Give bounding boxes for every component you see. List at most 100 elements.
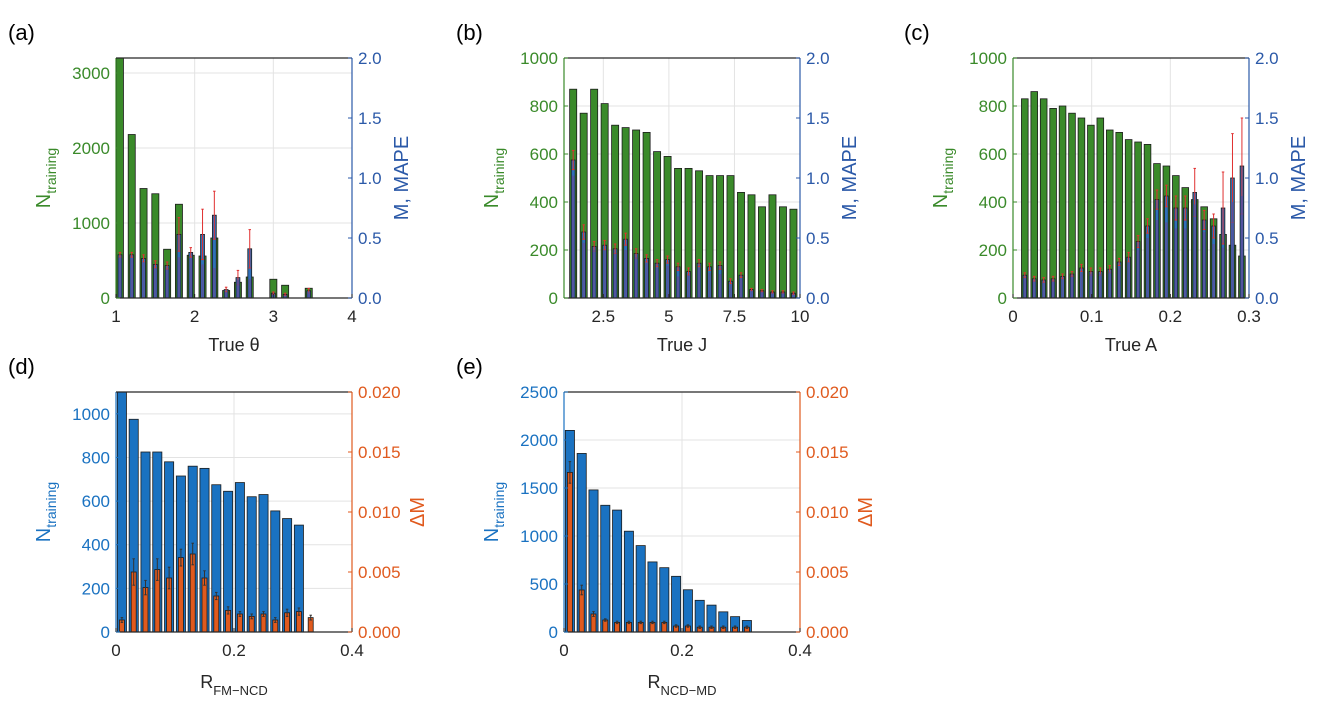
bar-n [588,489,599,632]
y-tick-label-right: 0.5 [358,229,382,248]
bar-mape [1146,238,1149,298]
x-tick-label: 0.3 [1237,307,1261,326]
x-tick-label: 2 [190,307,199,326]
bar-n [623,530,634,632]
y-axis-label-left: Ntraining [930,148,956,208]
bar-n [684,167,693,298]
bar-mape [697,268,701,298]
y-tick-label-right: 0.005 [358,563,401,582]
bar-n [1124,139,1133,298]
bar-n [705,175,714,298]
panel-label: (a) [8,20,35,45]
bar-mape [624,250,627,298]
x-axis-label-main: R [200,672,213,692]
y-tick-label-left: 500 [530,575,558,594]
bar-n [199,467,210,632]
bar-n [612,509,623,632]
y-tick-label-right: 0.0 [1255,289,1279,308]
y-tick-label-left: 400 [82,536,110,555]
bar-mape [645,263,648,298]
y-tick-label-left: 600 [530,145,558,164]
bar-mape [1089,274,1092,298]
x-tick-label: 0.4 [788,641,812,660]
bar-mape [603,250,606,298]
bar-n [1039,98,1048,298]
y-axis-label-left-sub: training [43,482,59,528]
bar-n [116,392,127,632]
x-axis-label-sub: NCD−MD [661,683,717,698]
y-tick-label-left: 600 [979,145,1007,164]
x-axis-label: RFM−NCD [200,672,268,698]
bar-n [726,175,735,298]
y-tick-label-left: 0 [549,289,558,308]
bar-mape [687,275,690,298]
bar-n [663,155,672,298]
y-tick-label-left: 3000 [72,64,110,83]
bar-n [1058,105,1067,298]
bar-mape [1023,277,1026,298]
bar-mape [248,278,251,298]
bar-n [223,490,234,632]
panel-label: (c) [904,20,930,45]
bars [564,429,752,632]
y-axis-label-left-sub: training [43,148,59,194]
bar-n [1049,108,1057,298]
y-tick-label-left: 2000 [520,431,558,450]
bar-mape [201,264,204,298]
bar-n [671,575,682,632]
bar-mape [656,268,659,298]
bar-n [747,194,756,298]
bar-n [282,518,293,632]
y-tick-label-right: 2.0 [806,49,830,68]
bar-mape [582,242,585,298]
bar-mape [130,258,133,298]
bar-n [269,278,278,298]
bar-mape [1240,196,1243,298]
chart-panel-e: (e) 0 0.2 0.4 0 500 1000 1500 2000 2500 0.000 0.005… [456,354,877,698]
bar-mape [1212,244,1215,298]
y-axis-label-right: M, MAPE [1288,136,1310,220]
y-tick-label-right: 0.5 [1255,229,1279,248]
bar-mape [1052,281,1055,298]
bar-mape [1033,281,1036,298]
bar-n [1030,91,1038,298]
y-tick-label-right: 0.005 [806,563,849,582]
bar-m [578,589,585,632]
bar-mape [1203,232,1206,298]
bar-n [164,461,175,632]
bar-mape [213,268,216,298]
bar-mape [1165,222,1168,298]
x-axis-label: RNCD−MD [648,672,717,698]
y-tick-label-right: 0.000 [806,623,849,642]
y-axis-label-left: Ntraining [481,148,507,208]
y-tick-label-right: 1.0 [358,169,382,188]
panel-label: (e) [456,354,483,379]
y-axis-label-left: Ntraining [33,482,59,542]
bar-n [1077,117,1086,298]
y-tick-label-left: 600 [82,492,110,511]
bar-n [1096,117,1105,298]
bar-mape [1118,266,1121,298]
bar-mape [118,257,121,298]
grid [116,392,352,632]
y-tick-label-left: 1000 [72,405,110,424]
y-tick-label-left: 0 [101,623,110,642]
y-tick-label-left: 0 [998,289,1007,308]
y-tick-label-right: 2.0 [1255,49,1279,68]
y-tick-label-right: 0.000 [358,623,401,642]
bars [116,392,314,632]
bars [1021,91,1246,298]
bar-n [576,453,587,632]
x-tick-label: 0 [111,641,120,660]
y-tick-label-left: 1000 [520,527,558,546]
bar-mape [142,262,145,298]
bar-mape [677,276,680,298]
x-tick-label: 0.2 [1159,307,1183,326]
bar-mape [771,293,774,298]
bar-mape [154,268,157,298]
y-axis-label-left: Ntraining [33,148,59,208]
bar-mape [189,258,192,298]
y-axis-label-right: M, MAPE [391,136,413,220]
y-tick-label-left: 200 [530,241,558,260]
grid [564,392,800,632]
